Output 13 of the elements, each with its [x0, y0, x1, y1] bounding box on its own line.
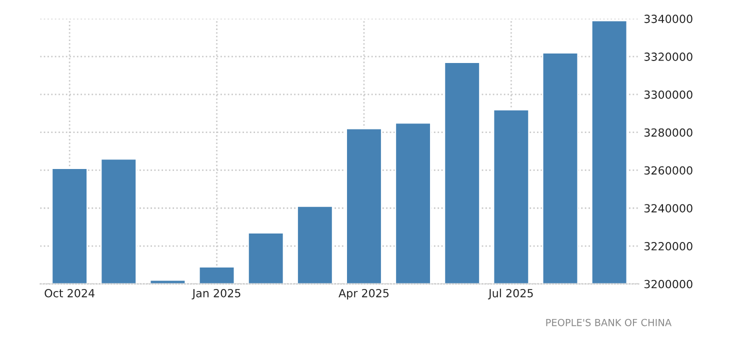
x-tick-label: Apr 2025 — [338, 288, 389, 300]
x-tick-label: Oct 2024 — [44, 288, 94, 298]
text: PEOPLE'S BANK OF CHINA — [546, 318, 672, 326]
y-tick-label: 3260000 — [644, 166, 692, 175]
y-tick-label: 3300000 — [644, 90, 692, 99]
y-tick-label: 3280000 — [644, 128, 692, 137]
y-tick-label: 3340000 — [644, 14, 692, 24]
y-tick-label: 3320000 — [644, 52, 692, 61]
y-tick-label: 3240000 — [644, 204, 692, 213]
x-tick-label: Jan 2025 — [192, 288, 240, 300]
y-tick-label: 3220000 — [644, 242, 692, 250]
y-tick-label: 3200000 — [644, 280, 692, 288]
x-tick-label: Jul 2025 — [488, 288, 533, 300]
